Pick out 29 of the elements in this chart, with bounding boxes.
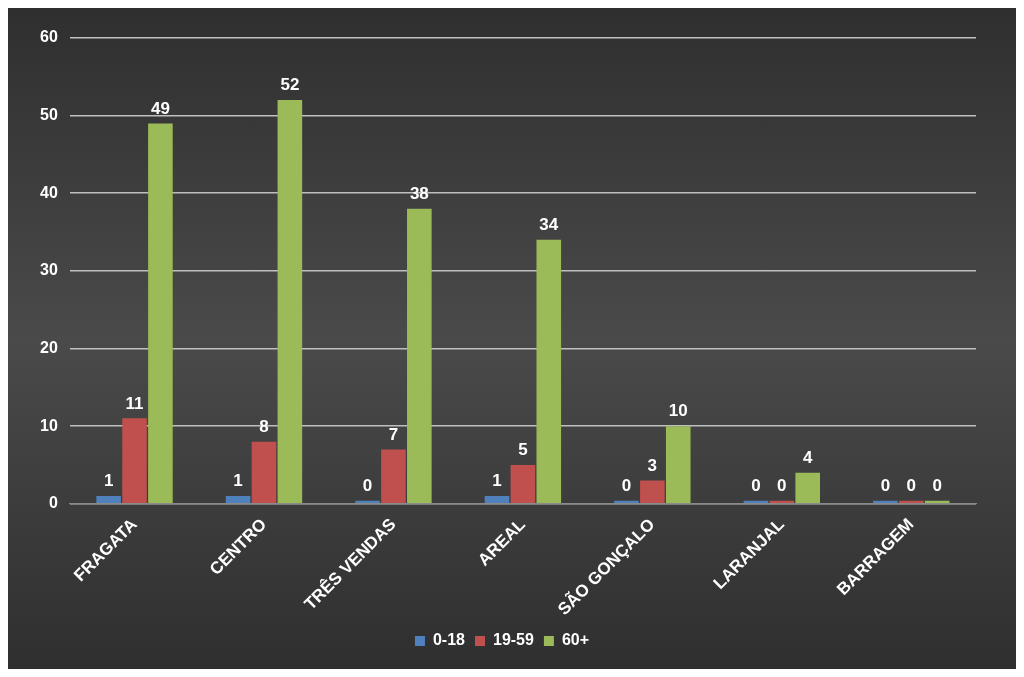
y-tick-label: 30 — [40, 261, 58, 279]
y-tick-label: 40 — [40, 183, 58, 201]
data-label: 0 — [906, 475, 917, 495]
y-tick-label: 20 — [40, 338, 58, 356]
data-label: 0 — [777, 475, 787, 495]
data-label: 0 — [932, 475, 942, 495]
data-label: 1 — [492, 471, 502, 491]
data-label: 0 — [880, 475, 891, 495]
y-tick-label: 0 — [48, 494, 58, 512]
data-label: 3 — [647, 455, 658, 475]
data-label: 1 — [103, 471, 114, 491]
y-tick-label: 10 — [40, 416, 58, 434]
data-label: 10 — [668, 401, 688, 421]
legend-label: 0-18 — [432, 631, 466, 649]
data-label: 0 — [621, 475, 632, 495]
data-label: 5 — [518, 440, 528, 460]
data-label: 4 — [802, 447, 813, 467]
data-label: 52 — [280, 75, 300, 95]
data-label: 0 — [362, 475, 373, 495]
data-label: 0 — [751, 475, 761, 495]
data-label: 11 — [125, 393, 144, 413]
y-tick-label: 50 — [40, 106, 58, 124]
data-label: 49 — [150, 98, 170, 118]
data-label: 34 — [539, 215, 559, 235]
legend-label: 19-59 — [492, 631, 534, 649]
data-label: 1 — [233, 471, 243, 491]
legend-label: 60+ — [561, 631, 590, 649]
data-label: 7 — [388, 424, 399, 444]
y-tick-label: 60 — [40, 28, 58, 46]
